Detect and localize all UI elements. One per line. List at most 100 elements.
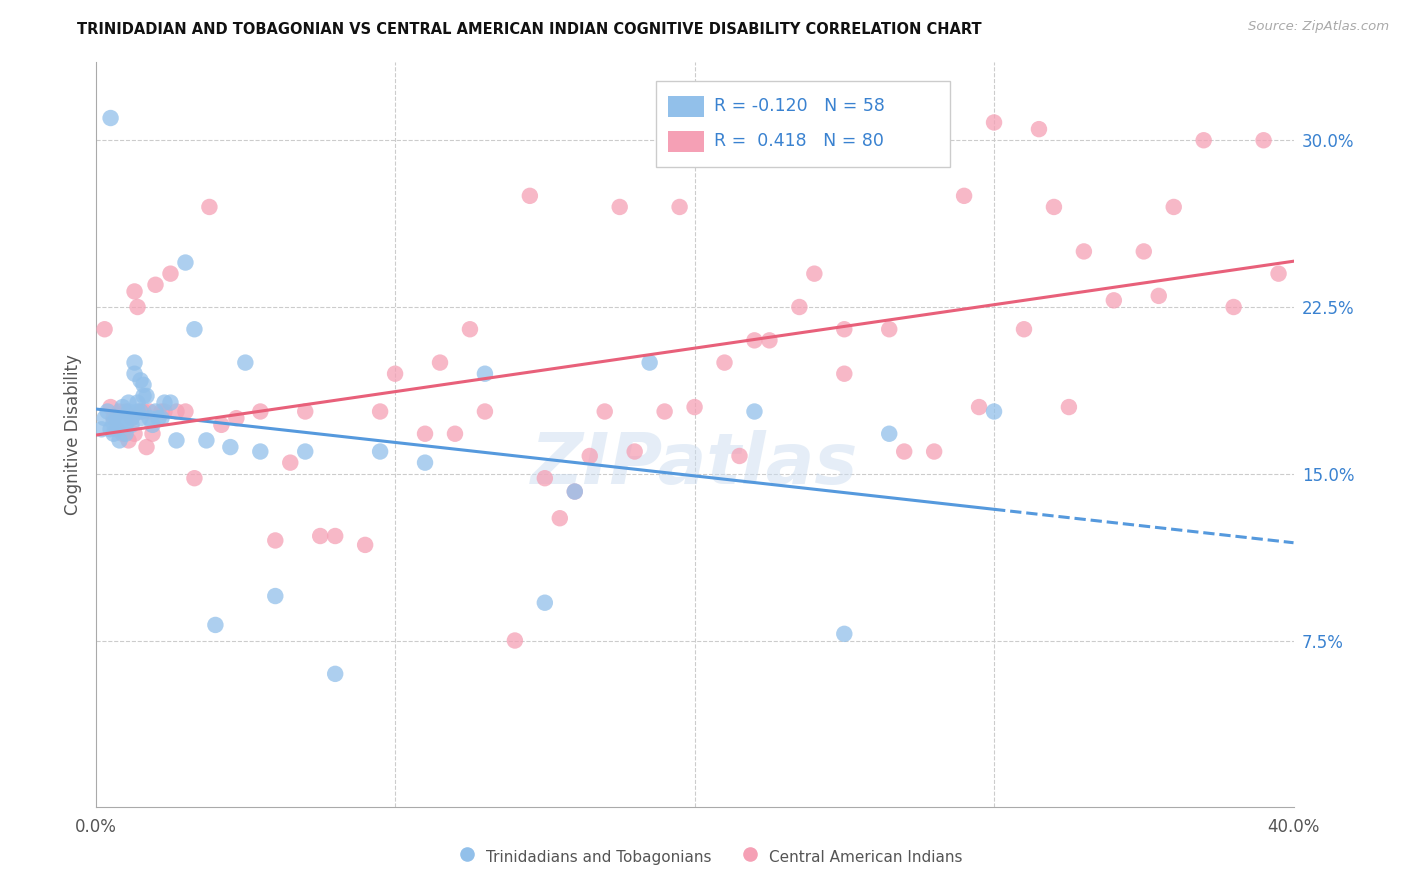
Point — [129, 373, 152, 387]
Text: R = -0.120   N = 58: R = -0.120 N = 58 — [714, 97, 884, 115]
Point — [534, 596, 557, 610]
Point — [834, 367, 856, 381]
Point — [413, 426, 436, 441]
Point — [1073, 244, 1095, 259]
Point — [135, 440, 157, 454]
Point — [127, 404, 149, 418]
Point — [1028, 122, 1050, 136]
Point — [548, 511, 571, 525]
Point — [117, 404, 139, 418]
Point — [1043, 200, 1066, 214]
Point — [117, 395, 139, 409]
Point — [728, 449, 751, 463]
Point — [789, 300, 811, 314]
Point — [519, 189, 541, 203]
Point — [114, 417, 136, 432]
Point — [183, 322, 205, 336]
Point — [114, 411, 136, 425]
Point — [458, 322, 481, 336]
Point — [174, 404, 197, 418]
Point — [249, 404, 271, 418]
Point — [141, 426, 163, 441]
Text: Source: ZipAtlas.com: Source: ZipAtlas.com — [1249, 20, 1389, 33]
Point — [135, 389, 157, 403]
FancyBboxPatch shape — [668, 131, 704, 152]
Point — [593, 404, 616, 418]
Point — [609, 200, 631, 214]
Point — [150, 411, 173, 425]
Point — [138, 404, 160, 418]
Point — [124, 426, 146, 441]
Point — [1012, 322, 1035, 336]
Point — [108, 434, 131, 448]
Point — [100, 111, 122, 125]
Point — [195, 434, 218, 448]
Y-axis label: Cognitive Disability: Cognitive Disability — [63, 354, 82, 516]
Point — [121, 417, 143, 432]
Point — [1253, 133, 1275, 147]
Point — [877, 322, 900, 336]
Point — [121, 411, 143, 425]
Point — [264, 589, 287, 603]
Point — [668, 200, 690, 214]
Point — [294, 404, 316, 418]
Point — [368, 404, 391, 418]
Point — [219, 440, 242, 454]
Point — [564, 484, 586, 499]
Point — [953, 189, 976, 203]
Text: TRINIDADIAN AND TOBAGONIAN VS CENTRAL AMERICAN INDIAN COGNITIVE DISABILITY CORRE: TRINIDADIAN AND TOBAGONIAN VS CENTRAL AM… — [77, 22, 981, 37]
Point — [967, 400, 990, 414]
Point — [153, 404, 176, 418]
Point — [474, 367, 496, 381]
Point — [132, 404, 155, 418]
Point — [922, 444, 945, 458]
Point — [834, 627, 856, 641]
Point — [117, 434, 139, 448]
Point — [249, 444, 271, 458]
Text: R =  0.418   N = 80: R = 0.418 N = 80 — [714, 132, 883, 150]
Point — [129, 404, 152, 418]
Point — [534, 471, 557, 485]
Point — [578, 449, 600, 463]
Point — [354, 538, 377, 552]
Point — [444, 426, 467, 441]
Point — [264, 533, 287, 548]
Point — [1222, 300, 1244, 314]
Point — [758, 334, 780, 348]
Text: Trinidadians and Tobagonians: Trinidadians and Tobagonians — [486, 850, 711, 865]
Point — [744, 404, 766, 418]
Point — [1102, 293, 1125, 308]
Point — [198, 200, 221, 214]
Point — [124, 285, 146, 299]
Point — [294, 444, 316, 458]
Point — [153, 395, 176, 409]
Point — [1133, 244, 1156, 259]
Point — [105, 422, 128, 436]
Point — [384, 367, 406, 381]
Point — [623, 444, 645, 458]
Point — [105, 411, 128, 425]
Point — [368, 444, 391, 458]
Point — [323, 529, 346, 543]
Point — [323, 666, 346, 681]
Point — [97, 404, 120, 418]
Point — [93, 322, 115, 336]
Point — [1163, 200, 1185, 214]
Point — [105, 417, 128, 432]
Point — [1267, 267, 1289, 281]
Point — [834, 322, 856, 336]
Point — [127, 300, 149, 314]
Point — [129, 404, 152, 418]
Point — [141, 417, 163, 432]
Point — [174, 255, 197, 269]
Point — [683, 400, 706, 414]
Point — [138, 411, 160, 425]
Point — [148, 411, 170, 425]
Point — [124, 355, 146, 369]
Point — [654, 404, 676, 418]
Point — [503, 633, 526, 648]
Point — [713, 355, 735, 369]
Point — [564, 484, 586, 499]
Point — [114, 426, 136, 441]
Point — [183, 471, 205, 485]
